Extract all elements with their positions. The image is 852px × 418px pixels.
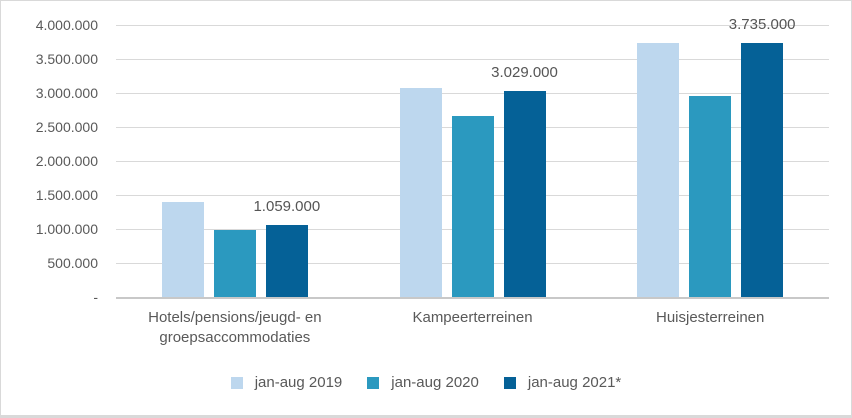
y-axis-tick-label: 500.000 bbox=[47, 255, 98, 271]
y-axis-tick-label: 3.000.000 bbox=[35, 85, 98, 101]
y-axis-tick-label: - bbox=[93, 289, 98, 305]
legend-label: jan-aug 2021* bbox=[527, 374, 622, 391]
gridline bbox=[116, 59, 829, 60]
bar bbox=[503, 91, 546, 297]
bar bbox=[689, 96, 732, 297]
data-label: 1.059.000 bbox=[253, 198, 321, 215]
legend-label: jan-aug 2020 bbox=[391, 374, 479, 391]
bar bbox=[265, 225, 308, 297]
legend-item: jan-aug 2020 bbox=[367, 374, 479, 391]
category-label: Huisjesterreinen bbox=[655, 309, 765, 326]
gridline bbox=[116, 93, 829, 94]
gridline bbox=[116, 25, 829, 26]
legend-marker bbox=[503, 376, 516, 389]
bar bbox=[399, 87, 442, 297]
bar bbox=[161, 201, 204, 297]
data-label: 3.735.000 bbox=[728, 16, 796, 34]
category-label: Kampeerterreinen bbox=[412, 309, 533, 326]
legend: jan-aug 2019 jan-aug 2020 jan-aug 2021* bbox=[1, 374, 851, 391]
legend-item: jan-aug 2021* bbox=[503, 374, 622, 391]
category-label: Hotels/pensions/jeugd- en groepsaccommod… bbox=[148, 309, 322, 346]
y-axis-tick-label: 3.500.000 bbox=[35, 51, 98, 67]
y-axis-tick-label: 2.500.000 bbox=[35, 119, 98, 135]
legend-label: jan-aug 2019 bbox=[254, 374, 343, 391]
legend-marker bbox=[230, 376, 243, 389]
bar bbox=[451, 116, 494, 297]
bar bbox=[741, 43, 784, 297]
y-axis-tick-label: 4.000.000 bbox=[35, 17, 98, 33]
y-axis-tick-label: 2.000.000 bbox=[35, 153, 98, 169]
plot-area: 1.059.000 3.029.000 3.735.000 bbox=[116, 1, 829, 299]
legend-item: jan-aug 2019 bbox=[230, 374, 343, 391]
data-label: 3.029.000 bbox=[491, 64, 558, 82]
bar bbox=[213, 229, 256, 297]
y-axis-tick-label: 1.500.000 bbox=[35, 187, 98, 203]
x-axis: Hotels/pensions/jeugd- en groepsaccommod… bbox=[116, 308, 829, 348]
legend-marker bbox=[367, 376, 380, 389]
bar bbox=[637, 43, 680, 297]
y-axis-tick-label: 1.000.000 bbox=[35, 221, 98, 237]
